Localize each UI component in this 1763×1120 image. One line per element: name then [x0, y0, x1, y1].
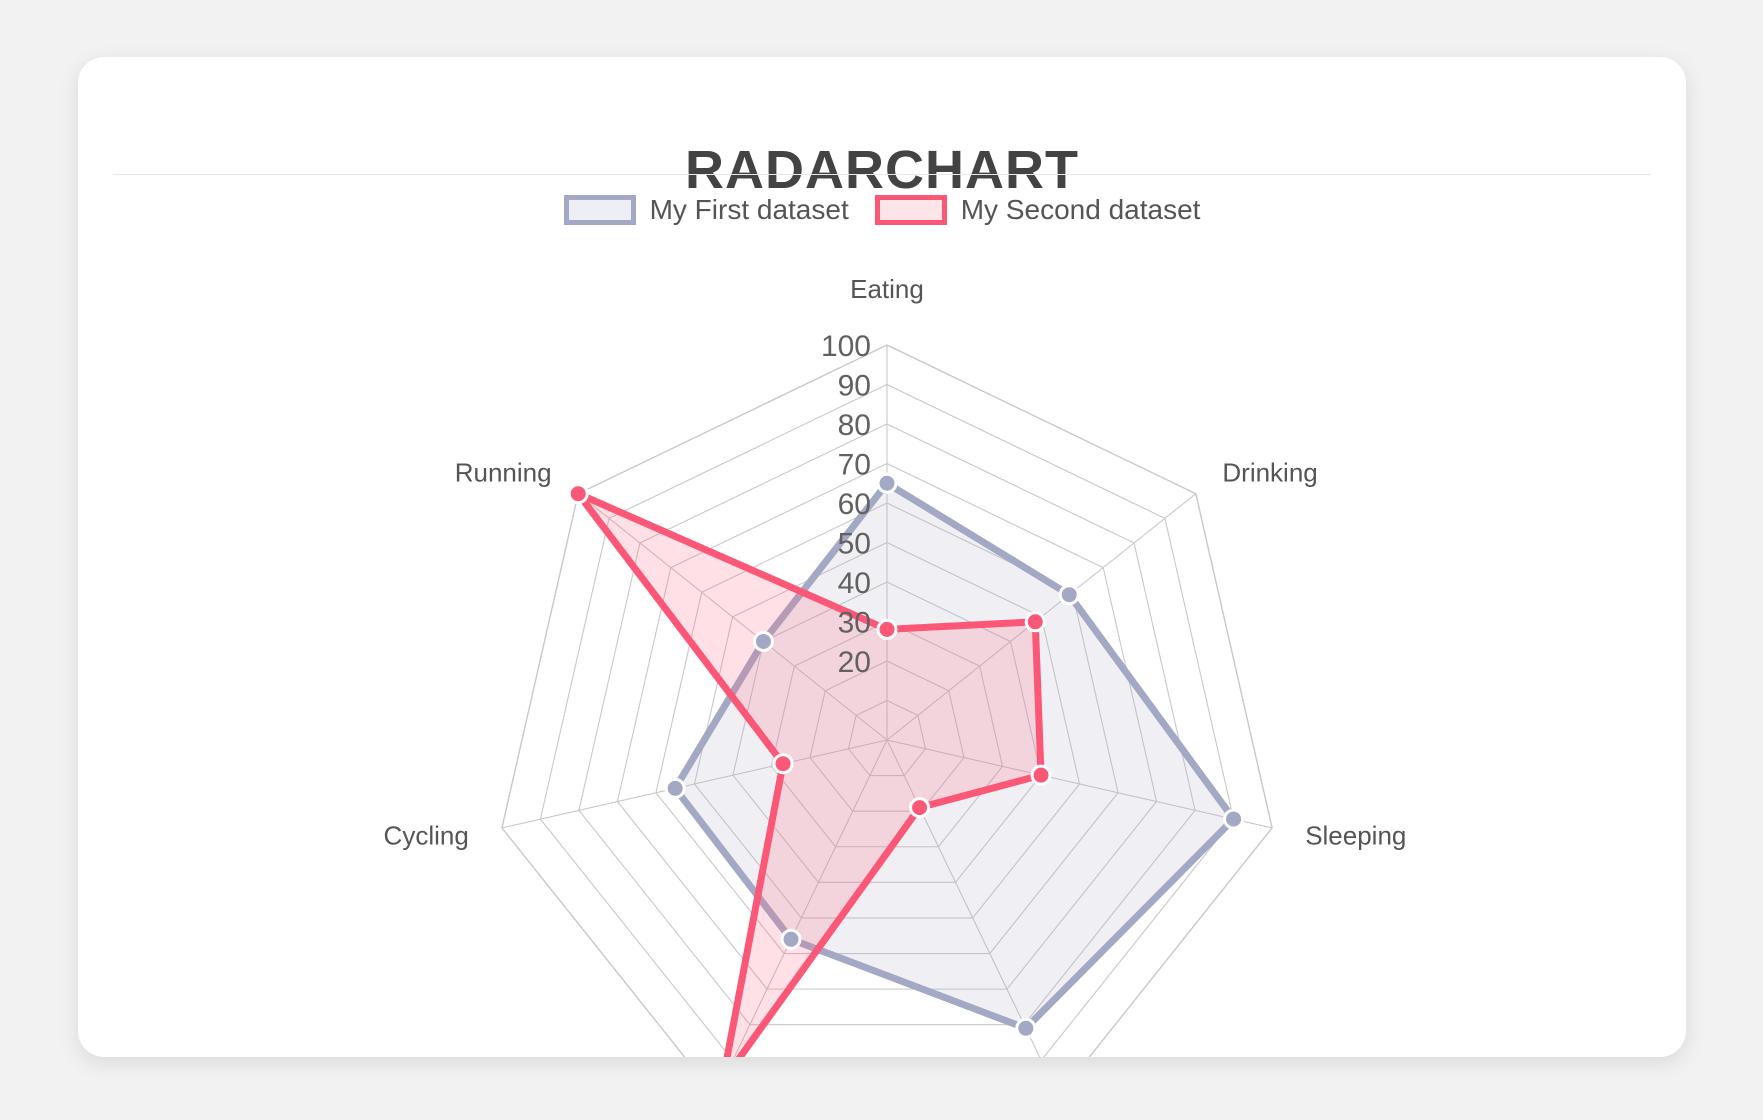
title-divider [113, 174, 1651, 175]
axis-tick-100: 100 [821, 330, 871, 363]
datapoint-1-running[interactable] [567, 483, 589, 505]
axis-tick-40: 40 [838, 567, 871, 600]
datapoint-1-sleeping[interactable] [1030, 764, 1052, 786]
datapoint-1-cycling[interactable] [772, 753, 794, 775]
category-label-sleeping: Sleeping [1305, 821, 1406, 851]
radar-series-1 [574, 490, 1045, 1057]
axis-tick-30: 30 [838, 607, 871, 640]
datapoint-0-sleeping[interactable] [1223, 808, 1245, 830]
datapoint-0-drinking[interactable] [1058, 584, 1080, 606]
radar-chart-svg: 20 30 40 50 60 70 80 90 100 Eating Drinking Sleepin… [384, 274, 1407, 1057]
page-title: RADARCHART [685, 140, 1079, 200]
datapoint-0-eating[interactable] [876, 472, 898, 494]
category-label-cycling: Cycling [384, 821, 469, 851]
grid-ring-40 [732, 581, 1042, 883]
category-label-running: Running [455, 458, 552, 488]
axis-tick-80: 80 [838, 409, 871, 442]
spoke-running [577, 493, 888, 741]
radial-axis-ticks: 20 30 40 50 60 70 80 90 100 [821, 330, 871, 679]
legend-swatch-second [874, 195, 947, 225]
grid-ring-10 [847, 699, 927, 777]
datapoint-0-coding[interactable] [780, 928, 802, 950]
spoke-sleeping [886, 739, 1273, 829]
legend-swatch-first [563, 195, 636, 225]
grid-ring-90 [539, 383, 1235, 1057]
datapoint-1-eating[interactable] [876, 618, 898, 640]
legend-item-0[interactable]: My First dataset [563, 194, 849, 226]
grid-ring-100 [501, 344, 1273, 1057]
grid-ring-80 [578, 423, 1196, 1026]
series-area-1 [574, 490, 1045, 1057]
spoke-coding [733, 739, 888, 1057]
grid-ring-30 [770, 620, 1004, 848]
grid-ring-50 [693, 541, 1081, 919]
datapoint-0-cycling[interactable] [664, 777, 686, 799]
legend-item-1[interactable]: My Second dataset [874, 194, 1201, 226]
radar-gridlines [501, 344, 1273, 1057]
axis-tick-70: 70 [838, 449, 871, 482]
grid-ring-20 [809, 660, 965, 812]
datapoint-0-running[interactable] [752, 630, 774, 652]
legend-label: My First dataset [649, 194, 849, 225]
category-label-eating: Eating [850, 274, 924, 304]
axis-tick-90: 90 [838, 370, 871, 403]
axis-tick-20: 20 [838, 646, 871, 679]
chart-legend: My First dataset My Second dataset [78, 194, 1686, 226]
radar-points-0 [664, 472, 1245, 1039]
axis-tick-50: 50 [838, 528, 871, 561]
datapoint-1-drinking[interactable] [1024, 611, 1046, 633]
radar-points-1 [567, 483, 1052, 819]
grid-ring-60 [655, 502, 1119, 955]
chart-card: RADARCHART My First dataset My Second dat… [78, 57, 1686, 1057]
radar-plot-area: 20 30 40 50 60 70 80 90 100 Eating Drinking Sleepin… [78, 227, 1686, 1057]
series-area-0 [671, 479, 1238, 1032]
axis-tick-60: 60 [838, 488, 871, 521]
category-label-drinking: Drinking [1222, 458, 1317, 488]
datapoint-1-designing[interactable] [909, 797, 931, 819]
legend-label: My Second dataset [960, 194, 1201, 225]
spoke-cycling [501, 739, 888, 829]
radar-series-0 [671, 479, 1238, 1032]
datapoint-0-designing[interactable] [1015, 1017, 1037, 1039]
category-labels: EatingDrinkingSleepingDesigningCodingCyc… [384, 274, 1407, 851]
